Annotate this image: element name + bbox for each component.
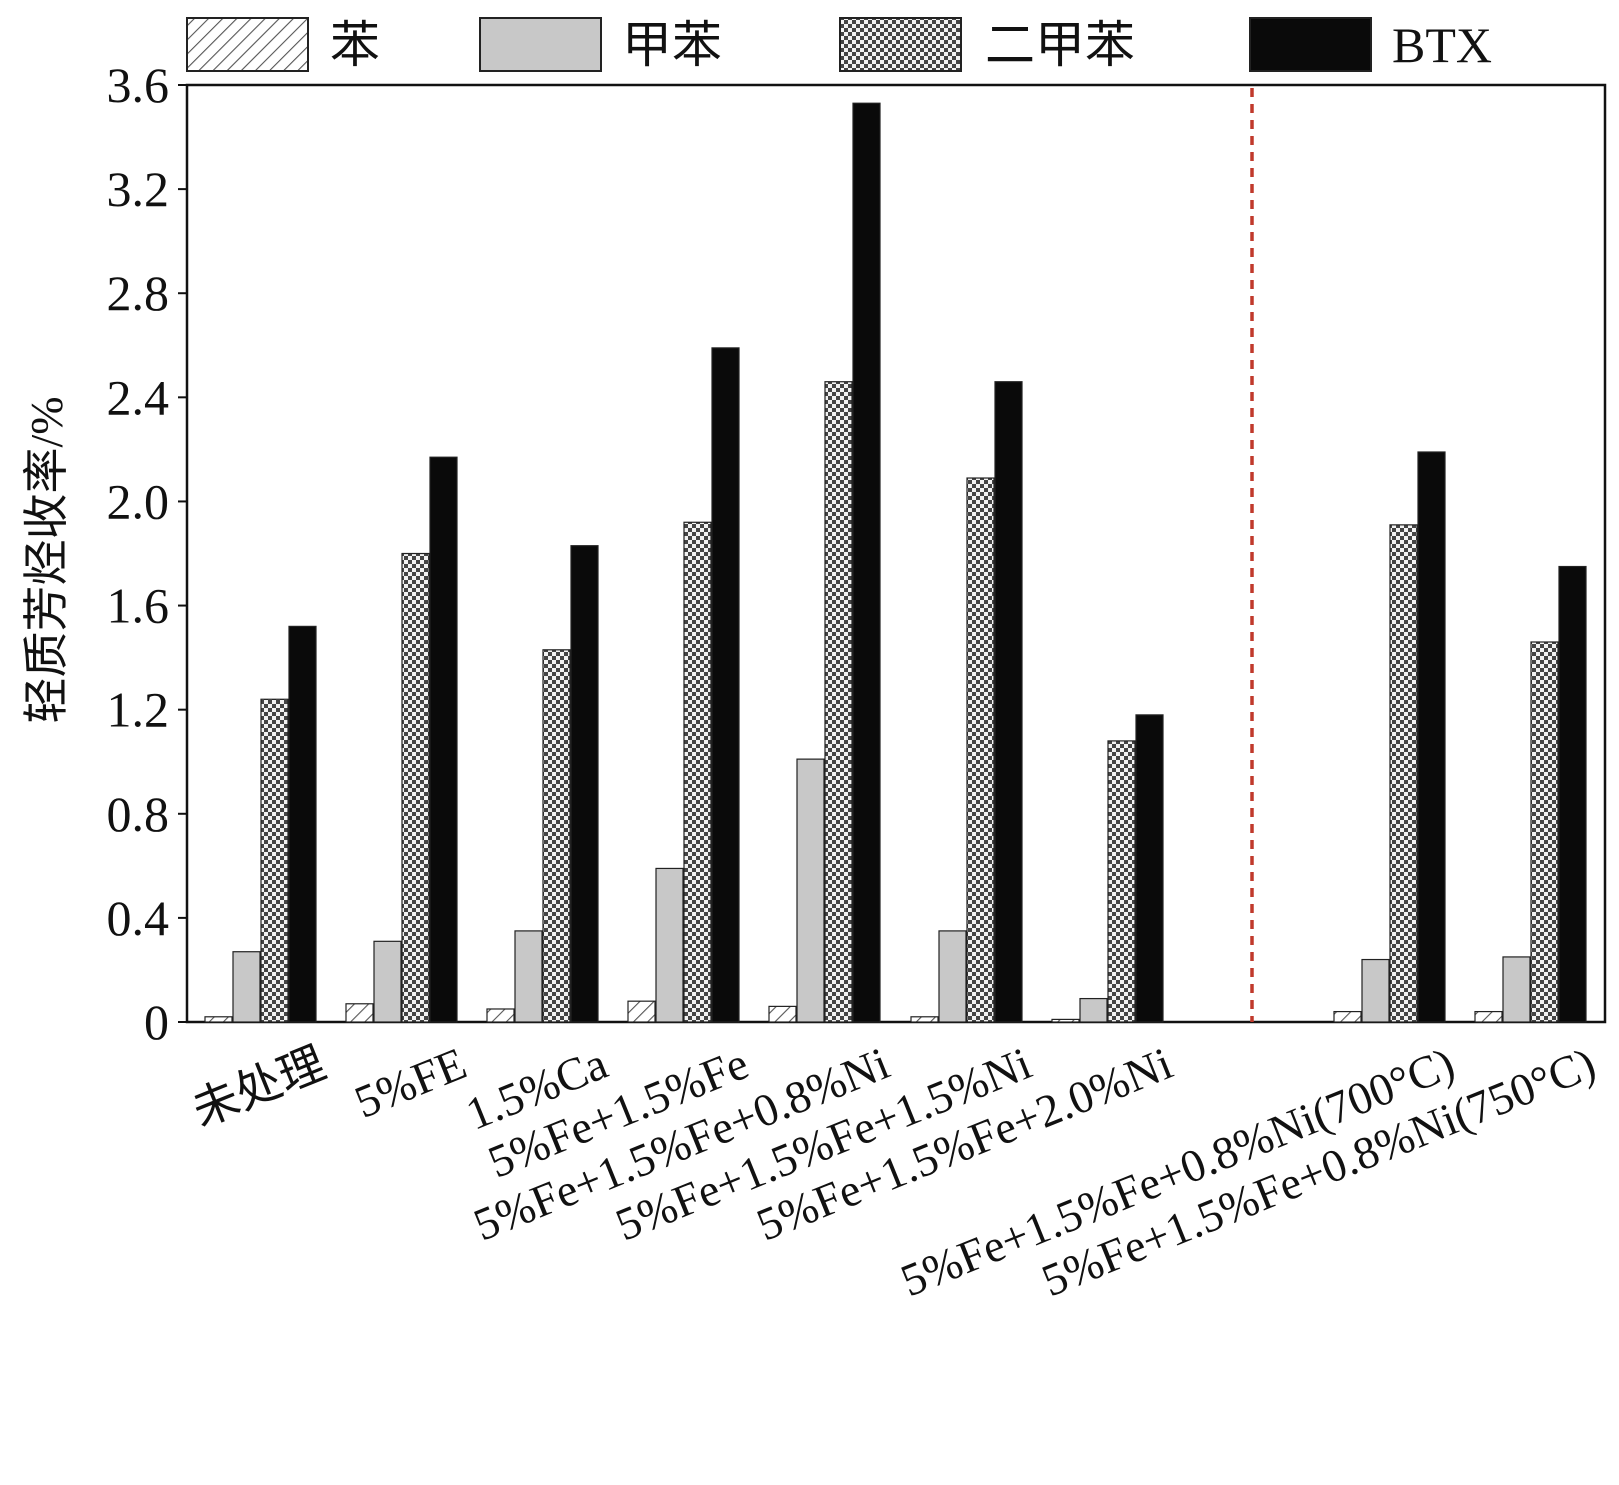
bar xyxy=(683,521,712,1023)
bar xyxy=(1051,1018,1080,1023)
legend-label: BTX xyxy=(1392,17,1492,73)
legend-label: 苯 xyxy=(330,17,380,73)
y-tick-label: 2.4 xyxy=(107,369,170,425)
bar xyxy=(204,1016,233,1023)
legend-swatch xyxy=(1249,17,1372,72)
bar xyxy=(373,940,402,1023)
bar xyxy=(401,552,430,1023)
y-tick-label: 0.8 xyxy=(107,786,170,842)
bar xyxy=(627,1000,656,1023)
bar xyxy=(1135,714,1164,1023)
y-tick-label: 3.2 xyxy=(107,161,170,217)
bar xyxy=(570,545,599,1023)
y-tick-label: 0.4 xyxy=(107,890,170,946)
bar xyxy=(260,698,289,1023)
bar xyxy=(711,347,740,1023)
legend-swatch xyxy=(479,17,602,72)
bar xyxy=(1389,524,1418,1023)
bar xyxy=(1530,641,1559,1023)
bar xyxy=(768,1005,797,1023)
bar xyxy=(966,477,995,1023)
bar xyxy=(288,625,317,1023)
bar xyxy=(1417,451,1446,1023)
bar xyxy=(345,1003,374,1023)
bar xyxy=(1361,958,1390,1023)
bar xyxy=(1474,1010,1503,1023)
bar xyxy=(852,102,881,1023)
category-label: 未处理 xyxy=(185,1037,332,1136)
y-tick-label: 2.8 xyxy=(107,265,170,321)
bar xyxy=(486,1008,515,1023)
bar xyxy=(796,758,825,1023)
bar xyxy=(232,951,261,1023)
y-tick-label: 0 xyxy=(144,994,169,1050)
bar xyxy=(655,867,684,1023)
category-label: 5%FE xyxy=(348,1037,474,1127)
bar xyxy=(514,930,543,1023)
bar xyxy=(1107,740,1136,1023)
legend: 苯 甲苯 二甲苯 BTX xyxy=(186,17,1492,73)
bar xyxy=(429,456,458,1023)
bar xyxy=(824,381,853,1023)
bar xyxy=(1558,565,1587,1023)
bar xyxy=(994,381,1023,1023)
bar xyxy=(1333,1010,1362,1023)
legend-label: 甲苯 xyxy=(622,17,722,73)
y-tick-label: 1.2 xyxy=(107,682,170,738)
bar xyxy=(910,1016,939,1023)
y-axis-label: 轻质芳烃收率/% xyxy=(21,396,72,723)
bar xyxy=(1502,956,1531,1023)
y-tick-label: 3.6 xyxy=(107,57,170,113)
y-tick-label: 2.0 xyxy=(107,473,170,529)
y-tick-label: 1.6 xyxy=(107,578,170,634)
legend-swatch xyxy=(186,17,309,72)
plot-frame xyxy=(185,83,1607,1024)
legend-label: 二甲苯 xyxy=(985,17,1135,73)
bar xyxy=(938,930,967,1023)
legend-swatch xyxy=(839,17,962,72)
bar xyxy=(1079,997,1108,1023)
bar xyxy=(542,649,571,1023)
